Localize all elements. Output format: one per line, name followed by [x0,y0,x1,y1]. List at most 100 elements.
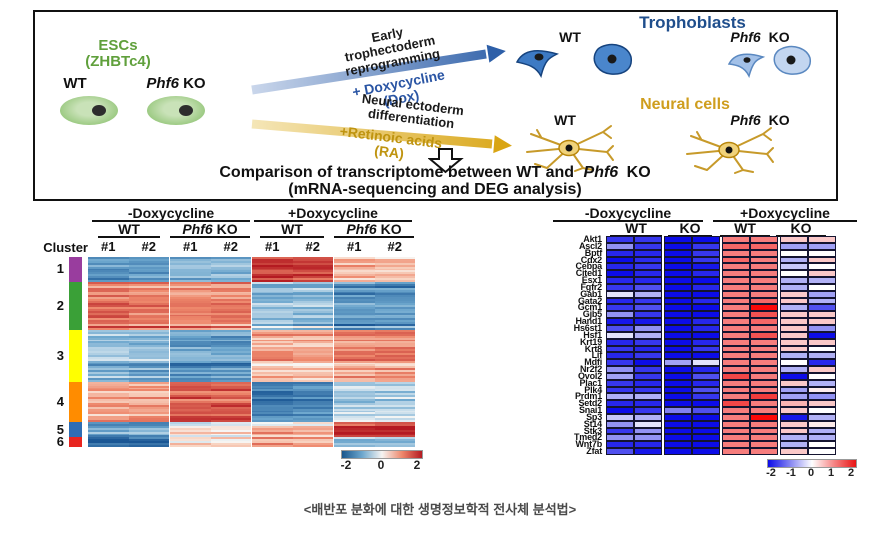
heatmap-cell [88,370,129,373]
heatmap-cell [292,329,333,333]
cluster-number: 4 [56,393,64,409]
heatmap-cell [374,291,415,294]
heatmap-cell [374,402,415,406]
ko-text: KO [380,221,402,237]
heatmap-cell [88,364,129,367]
heatmap-cell [606,441,634,449]
heatmap-cell [634,297,662,305]
heatmap-cell [334,343,375,346]
heatmap-cell [692,263,720,271]
heatmap-cell [334,258,375,262]
heatmap-row [606,311,836,319]
cluster-number: 6 [56,434,64,450]
heatmap-cell [88,304,129,308]
heatmap-cell [374,306,415,310]
heatmap-cell [170,422,211,425]
heatmap-cell [252,343,293,346]
heatmap-cell [170,281,211,285]
heatmap-cell [128,329,169,333]
heatmap-row [606,448,836,455]
heatmap-cell [252,416,293,419]
heatmap-cell [292,429,333,433]
heatmap-cell [128,345,169,348]
heatmap-cell [88,349,129,352]
heatmap-cell [692,297,720,305]
heatmap-row [88,375,415,379]
gene-label: Gcm1 [577,302,602,313]
trophoblast-cell-ko-round-icon [773,45,811,75]
heatmap-cell [634,270,662,278]
heatmap-cell [292,270,333,273]
replicate-label: #1 [101,239,116,254]
heatmap-cell [170,445,211,448]
heatmap-cell [210,299,251,302]
heatmap-cell [374,408,415,411]
heatmap-cell [334,276,375,279]
heatmap-cell [292,291,333,294]
heatmap-cell [210,331,251,335]
heatmap-cell [252,333,293,337]
heatmap-cell [692,420,720,428]
heatmap-cell [88,372,129,375]
heatmap-cell [252,414,293,417]
heatmap-cell [374,374,415,377]
heatmap-cell [606,270,634,278]
heatmap-cell [252,427,293,431]
heatmap-cell [334,268,375,271]
heatmap-cell [722,256,750,264]
heatmap-cell [722,324,750,332]
heatmap-cell [780,345,808,353]
heatmap-row [88,314,415,317]
heatmap-cell [210,283,251,287]
heatmap-row [606,434,836,442]
heatmap-row [88,410,415,413]
heatmap-cell [692,283,720,291]
heatmap-cell [664,263,692,271]
heatmap-cell [664,256,692,264]
heatmap-row [88,393,415,396]
heatmap-cell [128,310,169,314]
heatmap-cell [334,420,375,423]
heatmap-cell [210,402,251,406]
heatmap-cell [252,437,293,440]
heatmap-row [88,368,415,371]
heatmap-cell [292,280,333,283]
heatmap-cell [170,372,211,375]
heatmap-cell [252,331,293,335]
heatmap-cell [722,393,750,401]
heatmap-row [88,270,415,273]
heatmap-cell [252,441,293,444]
heatmap-cell [664,366,692,373]
heatmap-cell [606,304,634,312]
heatmap-cell [634,366,662,373]
heatmap-cell [334,264,375,267]
heatmap-row [88,356,415,360]
gene-label: Hs6st1 [573,322,603,333]
heatmap-cell [210,329,251,333]
heatmap-cell [808,318,836,325]
heatmap-cell [88,345,129,348]
cell-nucleus [179,105,193,116]
heatmap-row [606,441,836,449]
heatmap-cell [170,362,211,365]
heatmap-cell [252,400,293,404]
heatmap-cell [292,445,333,448]
heatmap-cell [750,311,778,319]
heatmap-cell [334,333,375,337]
heatmap-cell [780,372,808,380]
heatmap-cell [374,258,415,262]
heatmap-cell [374,368,415,371]
heatmap-cell [88,387,129,390]
heatmap-cell [292,328,333,331]
heatmap-row [88,354,415,358]
heatmap-cell [334,427,375,431]
heatmap-cell [128,347,169,350]
heatmap-cell [292,281,333,285]
heatmap-cell [374,316,415,319]
heatmap-cell [750,400,778,408]
heatmap-cell [128,272,169,275]
heatmap-cell [334,423,375,427]
comparison-line2: (mRNA-sequencing and DEG analysis) [288,181,582,198]
heatmap-cell [252,303,293,306]
heatmap-cell [88,314,129,317]
